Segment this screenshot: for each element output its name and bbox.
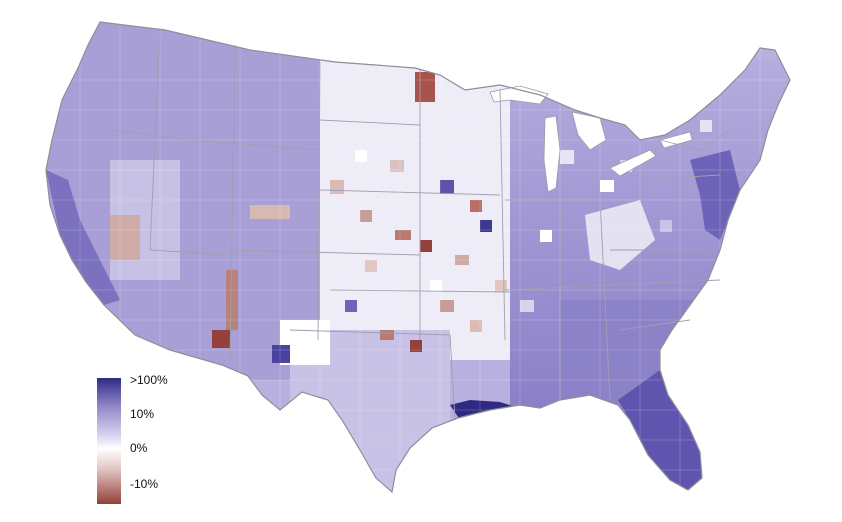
newmexico-brown-patch [212,330,230,348]
legend: >100% 10% 0% -10% [97,373,168,504]
colorado-brown-patch [250,205,290,219]
plains-mixed-cells [330,150,507,352]
legend-label-0: 0% [130,441,148,455]
utah-brown-patch [110,215,140,260]
arizona-brown-patch [226,270,238,330]
legend-label-max: >100% [130,373,168,387]
lake-superior [489,85,549,105]
region-pacific-coast [46,170,120,305]
lake-erie [609,149,657,177]
legend-colorbar [97,378,121,504]
legend-label-neg10: -10% [130,477,158,491]
region-northeast [690,150,740,240]
northdakota-red-patch [415,72,435,102]
lake-michigan [543,115,561,193]
state-borders [109,29,731,421]
us-outline [45,21,791,494]
legend-label-10: 10% [130,407,154,421]
great-lakes [489,85,693,193]
region-florida [618,370,702,490]
lake-ontario [659,131,693,149]
newmexico-dark-patch [272,345,290,363]
